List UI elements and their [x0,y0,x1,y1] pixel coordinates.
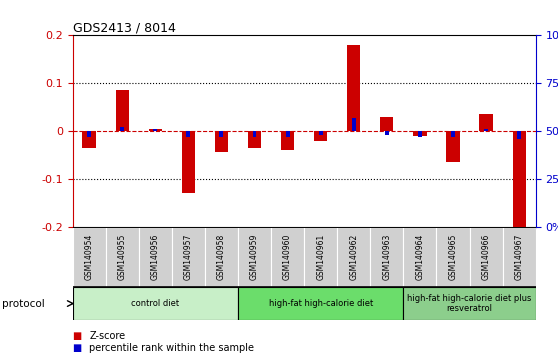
Text: GSM140961: GSM140961 [316,234,325,280]
Text: GSM140962: GSM140962 [349,234,358,280]
Bar [253,131,257,137]
Bar [116,90,129,131]
Bar [503,227,536,287]
Text: ■: ■ [73,343,82,353]
Bar [271,227,304,287]
Bar [479,114,493,131]
Bar [153,129,157,131]
Bar [403,227,436,287]
Text: GSM140956: GSM140956 [151,233,160,280]
Text: high-fat high-calorie diet plus
resveratrol: high-fat high-calorie diet plus resverat… [407,294,532,313]
Bar [484,129,488,131]
Bar [286,131,290,137]
Bar [238,227,271,287]
Bar [517,131,521,139]
Bar [120,127,124,131]
Bar [238,287,403,320]
Text: GSM140966: GSM140966 [482,233,490,280]
Bar [347,45,360,131]
Bar [172,227,205,287]
Text: high-fat high-calorie diet: high-fat high-calorie diet [268,299,373,308]
Text: GSM140960: GSM140960 [283,233,292,280]
Text: GSM140963: GSM140963 [382,233,391,280]
Bar [304,227,337,287]
Bar [403,287,536,320]
Text: Z-score: Z-score [89,331,126,341]
Text: control diet: control diet [131,299,179,308]
Bar [352,118,355,131]
Bar [87,131,91,137]
Bar [73,227,105,287]
Bar [418,131,422,137]
Bar [83,131,96,148]
Text: GSM140957: GSM140957 [184,233,193,280]
Text: GSM140954: GSM140954 [85,233,94,280]
Bar [248,131,261,148]
Bar [219,131,223,137]
Text: GSM140955: GSM140955 [118,233,127,280]
Text: GSM140965: GSM140965 [449,233,458,280]
Bar [148,129,162,131]
Bar [73,287,238,320]
Text: GDS2413 / 8014: GDS2413 / 8014 [73,21,175,34]
Bar [380,117,393,131]
Text: GSM140958: GSM140958 [217,234,226,280]
Bar [215,131,228,153]
Bar [469,227,503,287]
Bar [139,227,172,287]
Text: GSM140964: GSM140964 [415,233,425,280]
Bar [436,227,469,287]
Bar [446,131,460,162]
Text: GSM140959: GSM140959 [250,233,259,280]
Bar [451,131,455,137]
Text: percentile rank within the sample: percentile rank within the sample [89,343,254,353]
Bar [186,131,190,137]
Text: protocol: protocol [2,298,45,309]
Bar [413,131,426,136]
Text: ■: ■ [73,331,82,341]
Bar [319,131,323,135]
Bar [314,131,327,141]
Bar [371,227,403,287]
Bar [182,131,195,193]
Bar [512,131,526,227]
Bar [205,227,238,287]
Bar [281,131,294,150]
Bar [385,131,389,135]
Text: GSM140967: GSM140967 [514,233,523,280]
Bar [105,227,139,287]
Bar [337,227,371,287]
